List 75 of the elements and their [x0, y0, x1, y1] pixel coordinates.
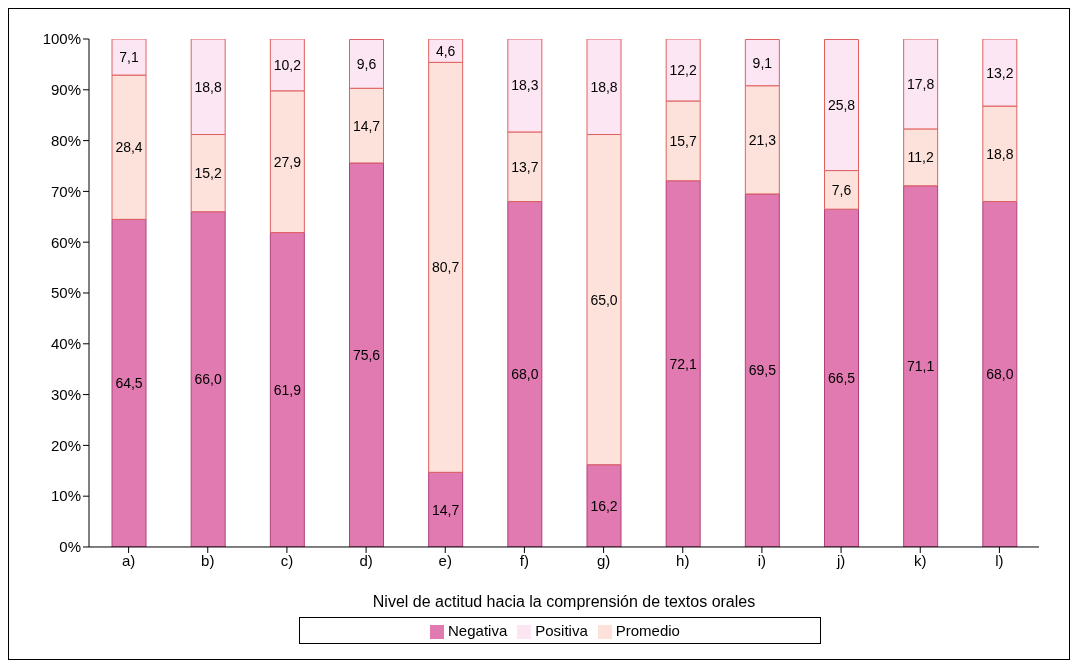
bar [903, 185, 939, 547]
data-label: 18,8 [590, 78, 618, 95]
data-label: 16,2 [590, 497, 618, 514]
data-label: 68,0 [986, 366, 1014, 383]
data-label: 27,9 [273, 153, 302, 170]
x-tick-label: b) [201, 551, 215, 569]
x-tick-label: j) [835, 551, 846, 569]
data-label: 21,3 [748, 131, 777, 148]
data-label: 68,0 [511, 366, 539, 383]
y-tick-label: 70% [50, 182, 81, 200]
data-label: 11,2 [907, 149, 934, 166]
data-label: 12,2 [669, 61, 697, 78]
data-label: 18,8 [986, 145, 1014, 162]
x-tick-label: a) [121, 551, 136, 569]
y-tick-label: 10% [50, 487, 81, 505]
x-tick-label: l) [995, 551, 1004, 569]
y-tick-label: 100% [42, 30, 81, 48]
y-tick-label: 80% [50, 131, 81, 149]
bar [665, 180, 701, 547]
x-tick-label: e) [438, 551, 452, 569]
bar [428, 471, 464, 547]
bar [269, 232, 305, 547]
y-tick-label: 20% [50, 436, 81, 454]
x-tick-label: f) [519, 551, 529, 569]
data-label: 61,9 [273, 381, 302, 398]
data-label: 17,8 [907, 75, 935, 92]
bar [744, 193, 780, 547]
y-tick-label: 30% [50, 385, 81, 403]
data-label: 66,5 [827, 370, 856, 387]
y-tick-label: 40% [50, 335, 81, 353]
data-label: 75,6 [352, 346, 381, 363]
data-label: 14,7 [432, 501, 460, 518]
data-label: 13,7 [511, 158, 539, 175]
data-label: 69,5 [748, 362, 777, 379]
data-label: 15,7 [669, 132, 697, 149]
data-label: 72,1 [669, 355, 697, 372]
data-label: 64,5 [115, 375, 143, 392]
data-label: 18,3 [511, 77, 539, 94]
bar [982, 201, 1018, 547]
bar [111, 218, 147, 547]
legend-label: Promedio [615, 621, 680, 639]
data-label: 71,1 [907, 358, 935, 375]
data-label: 15,2 [194, 165, 222, 182]
y-tick-label: 60% [50, 233, 81, 251]
data-label: 4,6 [435, 42, 456, 59]
x-tick-label: d) [359, 551, 373, 569]
data-label: 66,0 [194, 371, 222, 388]
y-tick-label: 50% [50, 284, 81, 302]
y-tick-label: 90% [50, 81, 81, 99]
x-tick-label: i) [757, 551, 767, 569]
data-label: 13,2 [986, 64, 1014, 81]
data-label: 7,1 [119, 49, 139, 66]
bar [190, 211, 226, 547]
x-tick-label: h) [676, 551, 690, 569]
data-label: 9,6 [356, 55, 377, 72]
legend-label: Positiva [535, 621, 588, 639]
x-tick-label: c) [280, 551, 294, 569]
legend-label: Negativa [448, 621, 508, 639]
x-tick-label: k) [914, 551, 927, 569]
data-label: 14,7 [352, 117, 381, 134]
x-axis-title: Nivel de actitud hacia la comprensión de textos orales [372, 592, 756, 610]
data-label: 25,8 [827, 97, 856, 114]
data-label: 28,4 [115, 139, 143, 156]
x-tick-label: g) [596, 551, 611, 569]
data-label: 80,7 [432, 259, 460, 276]
data-label: 65,0 [590, 291, 618, 308]
bar [586, 464, 622, 547]
data-label: 7,6 [831, 181, 852, 198]
data-label: 18,8 [194, 78, 222, 95]
data-label: 9,1 [752, 54, 773, 71]
y-tick-label: 0% [59, 538, 81, 556]
bar [507, 201, 543, 547]
data-label: 10,2 [273, 56, 302, 73]
bar [824, 208, 859, 547]
bar [349, 162, 384, 547]
